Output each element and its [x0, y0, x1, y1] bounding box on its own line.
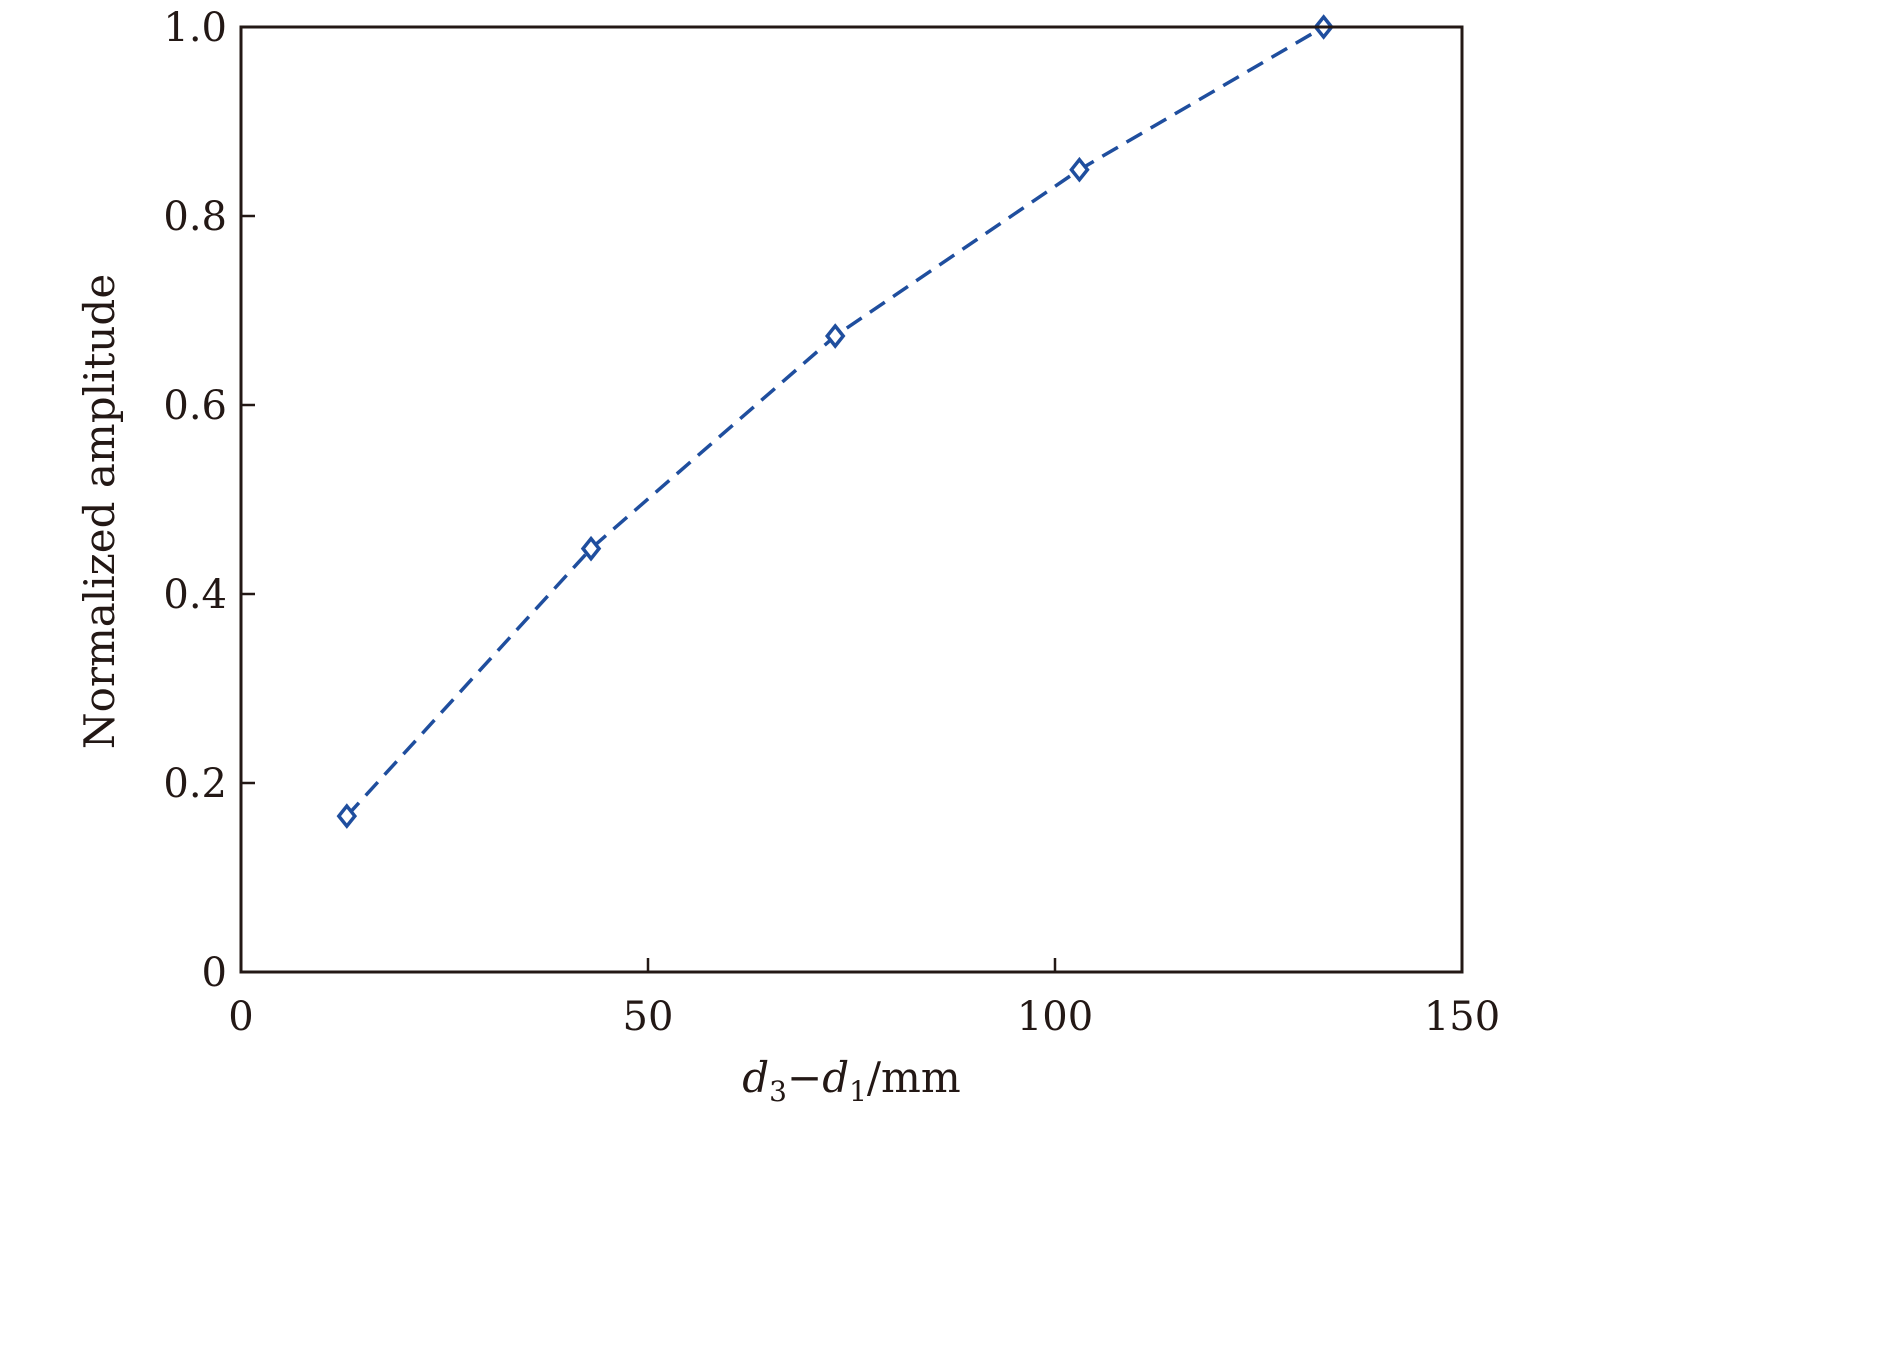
data-point-marker: [336, 803, 358, 829]
y-axis-title: Normalized amplitude: [75, 274, 124, 749]
y-axis-ticks: [241, 25, 255, 974]
x-tick-label: 150: [1424, 994, 1500, 1040]
y-axis-tick-labels: 0 0.2 0.4 0.6 0.8 1.0: [163, 5, 227, 996]
x-axis-title-var2: d: [822, 1053, 849, 1102]
x-axis-ticks: [239, 958, 1464, 972]
y-tick-label: 0.2: [163, 761, 227, 807]
data-point-marker: [1069, 156, 1090, 183]
y-tick-label: 0.8: [163, 194, 227, 240]
chart-figure: 0 50 100 150 0 0.2 0.4 0.6 0.8 1.0 d3−d1/mm Norm…: [75, 5, 1500, 1108]
series-layer: [336, 14, 1334, 829]
x-tick-label: 100: [1017, 994, 1093, 1040]
x-axis-title-var1: d: [742, 1053, 769, 1102]
x-axis-title-sub2: 1: [849, 1075, 867, 1108]
y-tick-label: 1.0: [163, 5, 227, 51]
line-chart: 0 50 100 150 00.20.40.60.81.0 d3−d1/mm Norm…: [75, 5, 1500, 1108]
y-tick-label: 0: [202, 950, 227, 996]
plot-frame: [239, 25, 1464, 974]
data-point-marker: [824, 323, 846, 349]
x-axis-title-minus: −: [787, 1053, 822, 1102]
x-axis-tick-labels: 0 50 100 150: [228, 994, 1500, 1040]
x-tick-label: 0: [228, 994, 253, 1040]
series-line: [345, 25, 1325, 818]
x-axis-title-sub1: 3: [769, 1075, 787, 1108]
y-tick-label: 0.6: [163, 383, 227, 429]
x-axis-title: d3−d1/mm: [742, 1053, 960, 1108]
x-tick-label: 50: [623, 994, 674, 1040]
x-axis-title-unit: /mm: [867, 1053, 961, 1102]
data-point-marker: [580, 535, 602, 562]
y-tick-label: 0.4: [163, 572, 227, 618]
